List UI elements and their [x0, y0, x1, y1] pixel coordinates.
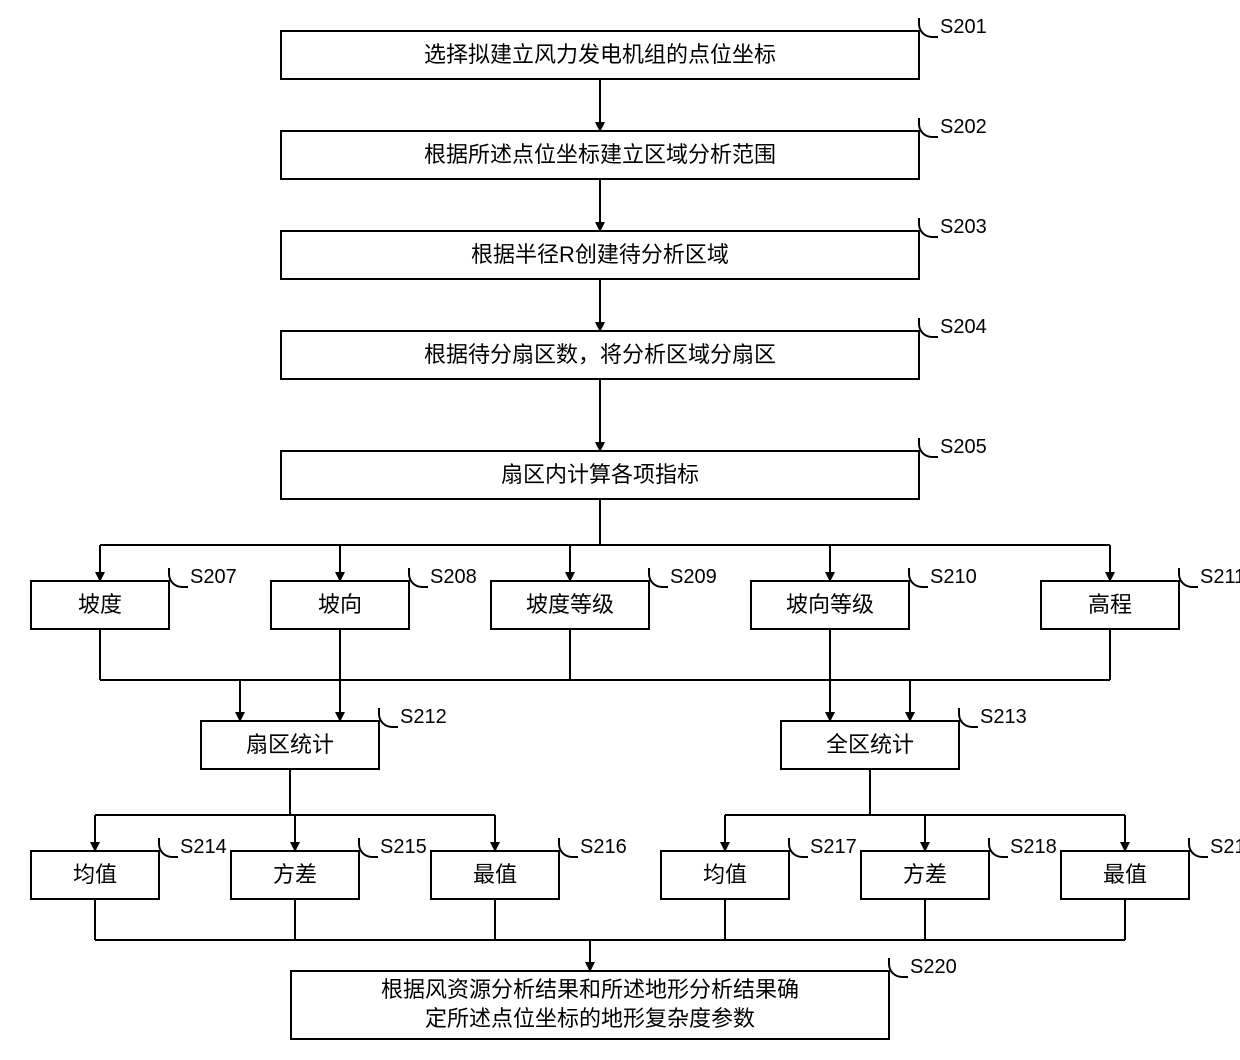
node-s207: 坡度 [30, 580, 170, 630]
tag-label-s213: S213 [980, 706, 1027, 729]
tag-label-s215: S215 [380, 836, 427, 859]
tag-label-s201: S201 [940, 16, 987, 39]
tag-label-s212: S212 [400, 706, 447, 729]
node-s211: 高程 [1040, 580, 1180, 630]
tag-label-s214: S214 [180, 836, 227, 859]
node-s217: 均值 [660, 850, 790, 900]
node-s202: 根据所述点位坐标建立区域分析范围 [280, 130, 920, 180]
node-s205: 扇区内计算各项指标 [280, 450, 920, 500]
tag-label-s209: S209 [670, 566, 717, 589]
node-s218: 方差 [860, 850, 990, 900]
node-s214: 均值 [30, 850, 160, 900]
tag-label-s205: S205 [940, 436, 987, 459]
tag-label-s203: S203 [940, 216, 987, 239]
tag-label-s208: S208 [430, 566, 477, 589]
tag-label-s211: S211 [1200, 566, 1240, 589]
node-s219: 最值 [1060, 850, 1190, 900]
tag-label-s202: S202 [940, 116, 987, 139]
tag-label-s217: S217 [810, 836, 857, 859]
node-s216: 最值 [430, 850, 560, 900]
tag-label-s207: S207 [190, 566, 237, 589]
node-s213: 全区统计 [780, 720, 960, 770]
tag-label-s210: S210 [930, 566, 977, 589]
node-s212: 扇区统计 [200, 720, 380, 770]
node-s215: 方差 [230, 850, 360, 900]
tag-label-s216: S216 [580, 836, 627, 859]
node-s208: 坡向 [270, 580, 410, 630]
tag-label-s219: S219 [1210, 836, 1240, 859]
node-s201: 选择拟建立风力发电机组的点位坐标 [280, 30, 920, 80]
node-s210: 坡向等级 [750, 580, 910, 630]
node-s203: 根据半径R创建待分析区域 [280, 230, 920, 280]
tag-label-s204: S204 [940, 316, 987, 339]
node-s220: 根据风资源分析结果和所述地形分析结果确定所述点位坐标的地形复杂度参数 [290, 970, 890, 1040]
tag-label-s218: S218 [1010, 836, 1057, 859]
node-s209: 坡度等级 [490, 580, 650, 630]
node-s204: 根据待分扇区数，将分析区域分扇区 [280, 330, 920, 380]
tag-label-s220: S220 [910, 956, 957, 979]
flowchart-canvas: 选择拟建立风力发电机组的点位坐标 S201 根据所述点位坐标建立区域分析范围 S202… [0, 0, 1240, 1060]
